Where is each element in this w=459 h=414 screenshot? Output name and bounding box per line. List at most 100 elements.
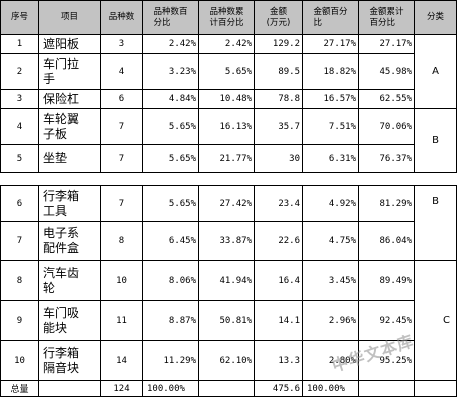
total-label: 总量 xyxy=(0,380,39,397)
cell-count: 7 xyxy=(100,108,143,145)
cell-name: 遮阳板 xyxy=(38,34,101,54)
cell-amount-cum: 92.45% xyxy=(358,300,415,341)
table-row: 8 汽车齿 轮 10 8.06% 41.94% 16.4 3.45% 89.49… xyxy=(0,260,457,381)
cell-name: 电子系 配件盒 xyxy=(38,221,101,261)
header-count-cum: 品种数累 计百分比 xyxy=(198,0,255,35)
cell-count-pct: 6.45% xyxy=(142,221,199,261)
class-label-c: C xyxy=(443,315,450,326)
cell-amount: 89.5 xyxy=(254,53,303,90)
cell-amount-cum: 27.17% xyxy=(358,34,415,54)
header-row: 序号 项目 品种数 品种数百 分比 品种数累 计百分比 金额 (万元) 金额百分… xyxy=(0,0,457,35)
class-cell-b2: B xyxy=(414,185,457,261)
cell-count-pct: 5.65% xyxy=(142,144,199,173)
cell-amount: 35.7 xyxy=(254,108,303,145)
header-count: 品种数 xyxy=(100,0,143,35)
cell-count-cum: 41.94% xyxy=(198,260,255,301)
cell-seq: 4 xyxy=(0,108,39,145)
abc-classification-table: 序号 项目 品种数 品种数百 分比 品种数累 计百分比 金额 (万元) 金额百分… xyxy=(0,0,457,397)
header-amount-pct: 金额百分 比 xyxy=(302,0,359,35)
total-empty xyxy=(414,380,457,397)
cell-name: 行李箱 工具 xyxy=(38,185,101,222)
cell-name: 汽车齿 轮 xyxy=(38,260,101,301)
cell-name: 车门吸 能块 xyxy=(38,300,101,341)
cell-count: 7 xyxy=(100,144,143,173)
header-amount-cum-text: 金额累计 百分比 xyxy=(369,6,404,28)
cell-count: 6 xyxy=(100,89,143,109)
cell-amount: 14.1 xyxy=(254,300,303,341)
cell-amount: 78.8 xyxy=(254,89,303,109)
cell-amount-pct: 2.96% xyxy=(302,300,359,341)
total-empty xyxy=(38,380,101,397)
cell-count-pct: 3.23% xyxy=(142,53,199,90)
cell-amount-pct: 7.51% xyxy=(302,108,359,145)
cell-amount-pct: 4.75% xyxy=(302,221,359,261)
cell-count-pct: 5.65% xyxy=(142,108,199,145)
class-label-b2: B xyxy=(432,196,439,207)
cell-amount: 23.4 xyxy=(254,185,303,222)
cell-amount-pct: 3.45% xyxy=(302,260,359,301)
cell-amount-cum: 70.06% xyxy=(358,108,415,145)
cell-amount: 129.2 xyxy=(254,34,303,54)
total-empty xyxy=(358,380,415,397)
cell-count-pct: 4.84% xyxy=(142,89,199,109)
header-class: 分类 xyxy=(414,0,457,35)
cell-seq: 8 xyxy=(0,260,39,301)
cell-count-pct: 5.65% xyxy=(142,185,199,222)
cell-amount-pct: 16.57% xyxy=(302,89,359,109)
cell-amount: 16.4 xyxy=(254,260,303,301)
table-row: 9 车门吸 能块 11 8.87% 50.81% 14.1 2.96% 92.4… xyxy=(0,300,457,341)
cell-amount-cum: 89.49% xyxy=(358,260,415,301)
table-gap-row xyxy=(0,172,457,186)
header-count-pct-text: 品种数百 分比 xyxy=(153,6,188,28)
table-row: 2 车门拉 手 4 3.23% 5.65% 89.5 18.82% 45.98% xyxy=(0,53,457,90)
cell-amount-cum: 62.55% xyxy=(358,89,415,109)
cell-seq: 2 xyxy=(0,53,39,90)
cell-amount-cum: 81.29% xyxy=(358,185,415,222)
cell-count: 11 xyxy=(100,300,143,341)
cell-count: 7 xyxy=(100,185,143,222)
cell-amount-pct: 2.80% xyxy=(302,340,359,381)
table-row: 5 坐垫 7 5.65% 21.77% 30 6.31% 76.37% xyxy=(0,144,457,173)
cell-count-cum: 5.65% xyxy=(198,53,255,90)
header-count-cum-text: 品种数累 计百分比 xyxy=(209,6,244,28)
cell-count-cum: 33.87% xyxy=(198,221,255,261)
cell-seq: 5 xyxy=(0,144,39,173)
cell-count-cum: 27.42% xyxy=(198,185,255,222)
cell-count-cum: 10.48% xyxy=(198,89,255,109)
cell-count-pct: 2.42% xyxy=(142,34,199,54)
total-row: 总量 124 100.00% 475.6 100.00% xyxy=(0,380,457,397)
header-amount: 金额 (万元) xyxy=(254,0,303,35)
total-count-pct: 100.00% xyxy=(142,380,199,397)
class-cell-a: A xyxy=(414,34,457,109)
cell-count: 4 xyxy=(100,53,143,90)
cell-name: 保险杠 xyxy=(38,89,101,109)
cell-amount-cum: 45.98% xyxy=(358,53,415,90)
cell-amount-cum: 86.04% xyxy=(358,221,415,261)
cell-seq: 1 xyxy=(0,34,39,54)
cell-count-pct: 8.87% xyxy=(142,300,199,341)
cell-amount-pct: 27.17% xyxy=(302,34,359,54)
header-seq: 序号 xyxy=(0,0,39,35)
table-row: 6 行李箱 工具 7 5.65% 27.42% 23.4 4.92% 81.29… xyxy=(0,185,457,261)
cell-count-cum: 50.81% xyxy=(198,300,255,341)
cell-seq: 10 xyxy=(0,340,39,381)
cell-count: 14 xyxy=(100,340,143,381)
cell-name: 行李箱 隔音块 xyxy=(38,340,101,381)
cell-count-cum: 62.10% xyxy=(198,340,255,381)
header-amount-text: 金额 (万元) xyxy=(266,6,291,28)
cell-name: 坐垫 xyxy=(38,144,101,173)
table-row: 7 电子系 配件盒 8 6.45% 33.87% 22.6 4.75% 86.0… xyxy=(0,221,457,261)
header-amount-pct-text: 金额百分 比 xyxy=(313,6,348,28)
cell-count: 3 xyxy=(100,34,143,54)
cell-amount-cum: 76.37% xyxy=(358,144,415,173)
table-row: 4 车轮翼 子板 7 5.65% 16.13% 35.7 7.51% 70.06… xyxy=(0,108,457,173)
cell-amount: 13.3 xyxy=(254,340,303,381)
cell-amount-pct: 4.92% xyxy=(302,185,359,222)
cell-count-pct: 8.06% xyxy=(142,260,199,301)
cell-name: 车门拉 手 xyxy=(38,53,101,90)
cell-seq: 3 xyxy=(0,89,39,109)
total-amount-pct: 100.00% xyxy=(302,380,359,397)
cell-count-cum: 2.42% xyxy=(198,34,255,54)
data-table: 序号 项目 品种数 品种数百 分比 品种数累 计百分比 金额 (万元) 金额百分… xyxy=(0,0,457,397)
cell-count-pct: 11.29% xyxy=(142,340,199,381)
